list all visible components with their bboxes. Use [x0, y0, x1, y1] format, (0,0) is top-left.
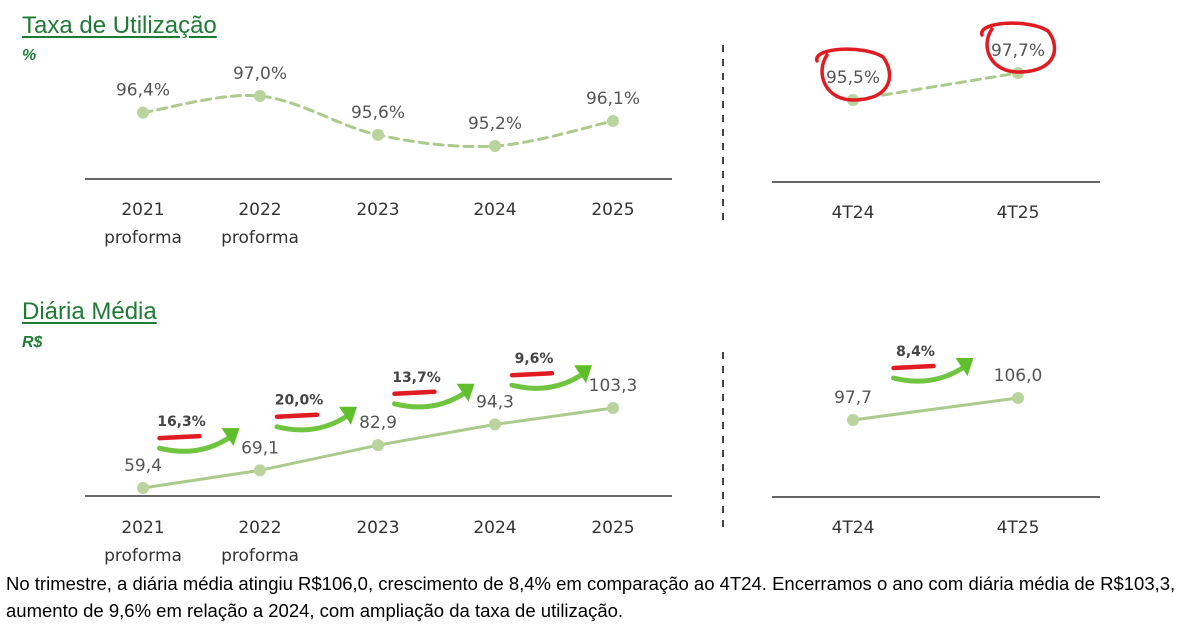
util-annual-tick-label: 2024 [473, 200, 516, 220]
util-annual-point [137, 106, 149, 119]
diaria-quarter-growth-arrow [891, 363, 968, 384]
diaria-title: Diária Média [22, 298, 157, 325]
diaria-annual-tick-label: 2022 [238, 518, 281, 538]
diaria-annual-growth-label: 9,6% [515, 351, 554, 367]
diaria-quarter-point [1012, 392, 1024, 404]
util-quarter-value-label: 95,5% [826, 68, 880, 88]
diaria-annual-growth-underline [157, 433, 202, 441]
util-quarter-tick-label: 4T25 [997, 203, 1040, 223]
diaria-quarter-growth-arrowhead [955, 358, 974, 376]
util-annual-point [254, 90, 266, 102]
util-annual-value-label: 96,4% [116, 81, 170, 101]
util-quarter-highlight-circle [815, 47, 892, 102]
charts-canvas: 96,4% 97,0% 95,6% 95,2% 96,1% 2021 proforma 202… [85, 21, 1100, 566]
util-annual-value-label: 95,6% [351, 103, 405, 123]
diaria-quarter-growth-label: 8,4% [896, 344, 935, 360]
diaria-quarter-value-label: 97,7 [834, 388, 872, 408]
diaria-annual-point [372, 439, 384, 452]
caption-text: No trimestre, a diária média atingiu R$1… [6, 573, 1176, 621]
diaria-annual-tick-label: 2025 [591, 518, 634, 538]
util-annual-value-label: 96,1% [586, 89, 640, 109]
diaria-annual-tick-label: 2023 [356, 518, 399, 538]
diaria-annual-growth-arrow [274, 412, 352, 433]
util-annual-point [372, 128, 384, 141]
util-unit: % [22, 47, 37, 64]
util-annual-tick-label: 2022 [238, 200, 281, 220]
util-annual-tick-label: 2021 [121, 200, 164, 220]
diaria-annual-growth-arrowhead [221, 428, 240, 447]
diaria-annual-value-label: 69,1 [241, 438, 279, 458]
diaria-quarter-tick-label: 4T25 [997, 518, 1040, 538]
util-title: Taxa de Utilização [22, 12, 217, 39]
diaria-annual-value-label: 103,3 [589, 376, 638, 396]
diaria-annual-growth-label: 20,0% [275, 393, 324, 409]
diaria-annual-point [489, 418, 501, 431]
util-quarter-series-line [851, 71, 1020, 102]
util-annual-point [489, 140, 501, 152]
diaria-quarter-tick-label: 4T24 [832, 518, 875, 538]
diaria-annual-value-label: 82,9 [359, 413, 397, 433]
util-quarter-tick-label: 4T24 [832, 203, 875, 223]
util-quarter-value-label: 97,7% [991, 41, 1045, 61]
diaria-annual-growth-arrow [157, 433, 234, 454]
diaria-quarter-value-label: 106,0 [994, 366, 1043, 386]
diaria-quarter-growth-underline [891, 363, 936, 371]
util-annual-tick-label: 2025 [591, 200, 634, 220]
diaria-annual-growth-arrow [392, 389, 469, 410]
diaria-annual-tick-label: proforma [221, 546, 299, 566]
util-annual-value-label: 95,2% [468, 114, 522, 134]
diaria-annual-growth-arrowhead [339, 406, 357, 425]
diaria-annual-growth-underline [392, 389, 437, 397]
diaria-annual-growth-arrowhead [574, 365, 592, 384]
diaria-annual-point [607, 402, 619, 414]
diaria-annual-value-label: 59,4 [124, 456, 162, 476]
util-annual-tick-label: proforma [104, 228, 182, 248]
diaria-annual-point [254, 464, 266, 477]
util-quarter-highlight-circle [980, 21, 1057, 74]
diaria-annual-growth-underline [509, 370, 555, 378]
diaria-annual-growth-arrowhead [456, 383, 475, 402]
util-annual-point [607, 115, 619, 127]
diaria-annual-value-label: 94,3 [476, 392, 514, 412]
diaria-annual-growth-label: 13,7% [392, 370, 441, 386]
diaria-quarter-point [847, 414, 859, 426]
diaria-annual-tick-label: 2021 [121, 518, 164, 538]
diaria-unit: R$ [22, 334, 43, 351]
diaria-annual-growth-arrow [509, 370, 587, 391]
diaria-annual-tick-label: proforma [104, 546, 182, 566]
util-annual-tick-label: 2023 [356, 200, 399, 220]
diaria-annual-growth-underline [274, 412, 320, 419]
diaria-annual-tick-label: 2024 [473, 518, 516, 538]
util-annual-tick-label: proforma [221, 228, 299, 248]
util-annual-value-label: 97,0% [233, 64, 287, 84]
diaria-annual-point [137, 482, 149, 494]
diaria-annual-growth-label: 16,3% [157, 414, 206, 430]
diaria-quarter-series-line [851, 396, 1020, 422]
